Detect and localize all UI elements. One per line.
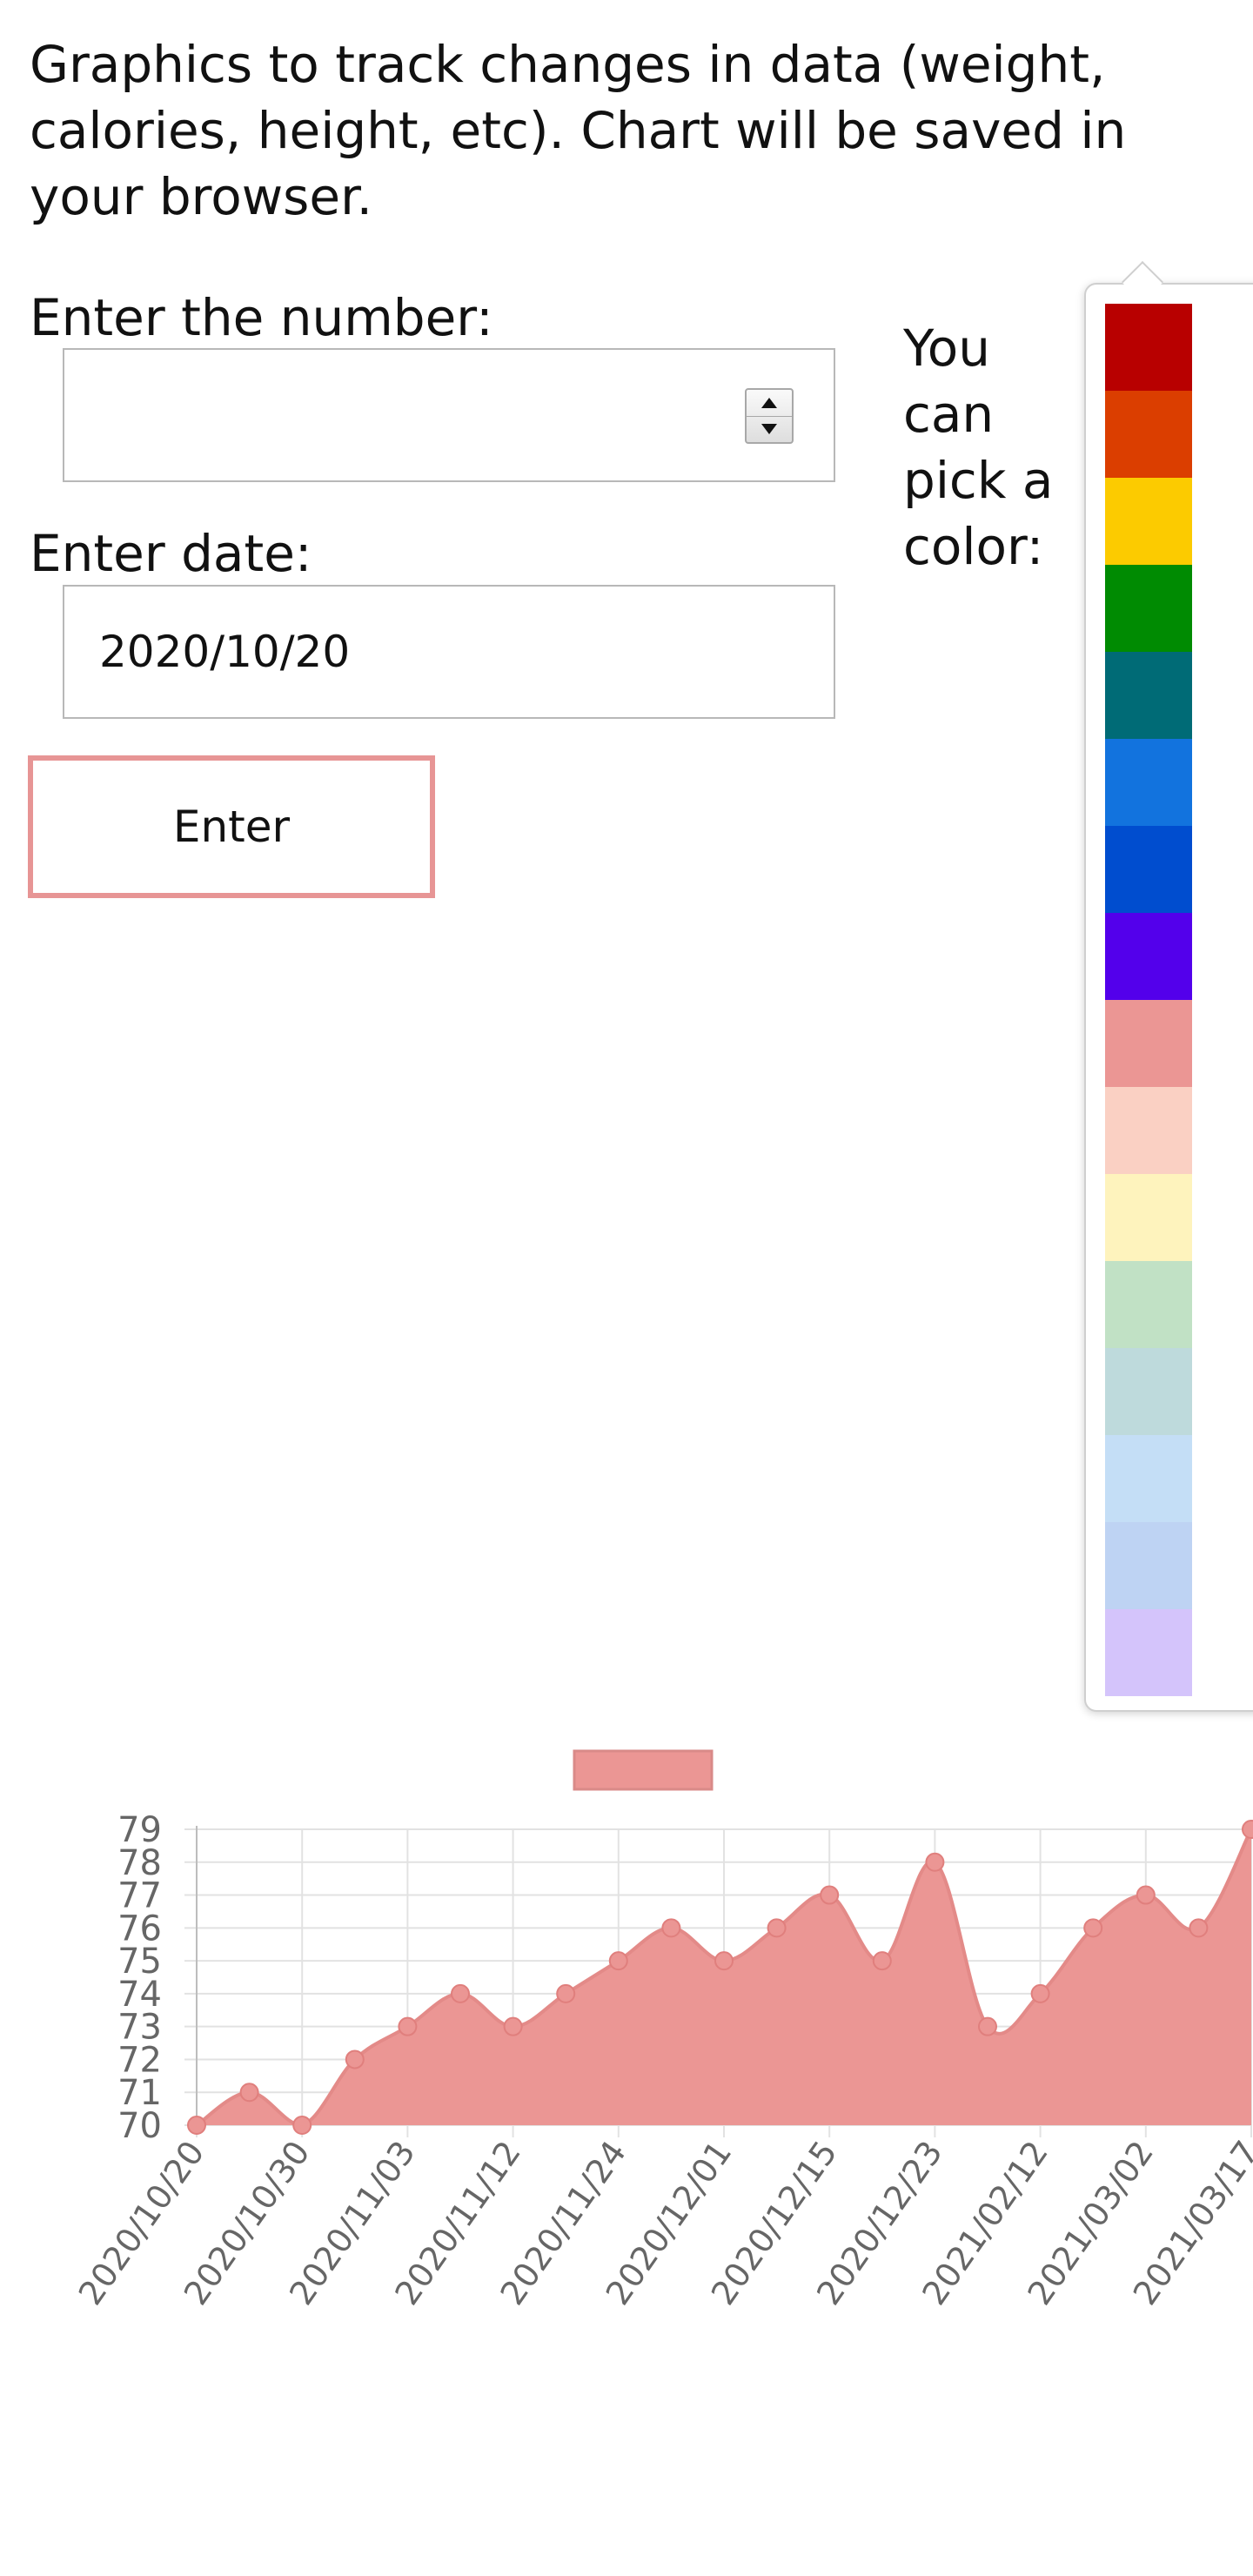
y-tick-label: 73 — [117, 2008, 162, 2048]
y-tick-label: 72 — [117, 2040, 162, 2080]
triangle-down-icon — [761, 424, 777, 434]
color-swatch-3[interactable] — [1105, 478, 1192, 565]
date-field[interactable] — [63, 585, 835, 719]
color-swatch-14[interactable] — [1105, 1435, 1192, 1522]
data-point-15[interactable] — [925, 1852, 945, 1872]
color-palette — [1084, 260, 1253, 1712]
series-line — [195, 1828, 1253, 2128]
number-input[interactable] — [64, 350, 834, 480]
date-input[interactable] — [64, 587, 834, 717]
color-swatch-15[interactable] — [1105, 1522, 1192, 1609]
data-point-21[interactable] — [1242, 1820, 1253, 1839]
number-field[interactable] — [63, 348, 835, 482]
data-point-2[interactable] — [239, 2083, 259, 2103]
color-swatch-1[interactable] — [1105, 304, 1192, 391]
y-tick-label: 79 — [117, 1810, 162, 1850]
color-swatch-2[interactable] — [1105, 391, 1192, 478]
data-point-3[interactable] — [292, 2116, 312, 2135]
data-point-1[interactable] — [187, 2116, 206, 2135]
color-swatch-6[interactable] — [1105, 739, 1192, 826]
color-swatch-12[interactable] — [1105, 1261, 1192, 1348]
color-swatch-16[interactable] — [1105, 1609, 1192, 1696]
number-stepper[interactable] — [745, 388, 794, 444]
stepper-down-button[interactable] — [747, 416, 792, 442]
data-point-14[interactable] — [872, 1951, 892, 1971]
data-points — [187, 1820, 1253, 2135]
data-point-4[interactable] — [345, 2049, 365, 2070]
data-point-16[interactable] — [978, 2016, 997, 2036]
date-label: Enter date: — [30, 524, 312, 583]
y-tick-label: 71 — [117, 2073, 162, 2113]
color-swatch-13[interactable] — [1105, 1348, 1192, 1435]
data-point-20[interactable] — [1189, 1918, 1209, 1938]
legend-swatch[interactable] — [573, 1749, 714, 1791]
data-point-11[interactable] — [714, 1951, 734, 1971]
series-area — [197, 1829, 1251, 2125]
color-picker-label: You can pick a color: — [903, 319, 1054, 576]
data-point-12[interactable] — [767, 1918, 787, 1938]
data-point-9[interactable] — [608, 1951, 628, 1971]
data-point-10[interactable] — [661, 1918, 681, 1938]
data-point-19[interactable] — [1136, 1885, 1156, 1905]
data-point-8[interactable] — [556, 1983, 576, 2003]
enter-button[interactable]: Enter — [28, 755, 435, 898]
data-point-7[interactable] — [503, 2016, 523, 2036]
y-tick-label: 74 — [117, 1975, 162, 2015]
color-swatch-8[interactable] — [1105, 913, 1192, 1000]
intro-text: Graphics to track changes in data (weigh… — [30, 35, 1127, 226]
triangle-up-icon — [761, 398, 777, 408]
color-swatch-11[interactable] — [1105, 1174, 1192, 1261]
y-tick-label: 77 — [117, 1876, 162, 1916]
y-tick-label: 70 — [117, 2106, 162, 2146]
swatch-list — [1105, 304, 1192, 1696]
number-label: Enter the number: — [30, 288, 493, 347]
stepper-up-button[interactable] — [747, 390, 792, 417]
y-tick-label: 75 — [117, 1942, 162, 1982]
data-point-6[interactable] — [451, 1983, 470, 2003]
data-point-17[interactable] — [1030, 1983, 1050, 2003]
y-tick-label: 78 — [117, 1843, 162, 1883]
color-swatch-4[interactable] — [1105, 565, 1192, 652]
palette-pointer — [1121, 260, 1164, 304]
color-swatch-7[interactable] — [1105, 826, 1192, 913]
color-swatch-9[interactable] — [1105, 1000, 1192, 1087]
data-point-5[interactable] — [398, 2016, 418, 2036]
color-swatch-10[interactable] — [1105, 1087, 1192, 1174]
data-point-13[interactable] — [820, 1885, 840, 1905]
data-point-18[interactable] — [1083, 1918, 1103, 1938]
y-tick-label: 76 — [117, 1909, 162, 1949]
x-axis-ticks: 2020/10/202020/10/302020/11/032020/11/12… — [71, 2134, 1253, 2312]
color-swatch-5[interactable] — [1105, 652, 1192, 739]
